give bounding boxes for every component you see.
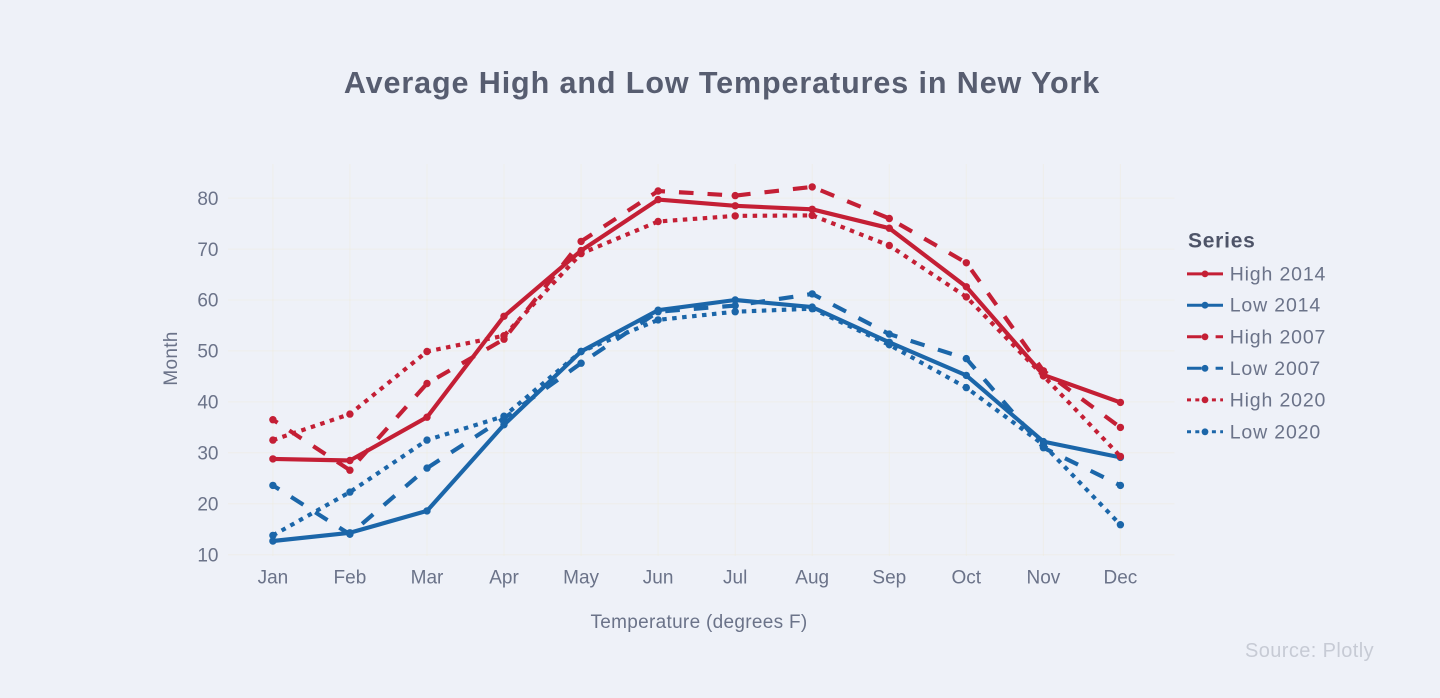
svg-text:Series: Series [1188, 229, 1256, 252]
svg-text:Apr: Apr [489, 568, 519, 589]
svg-text:Mar: Mar [411, 568, 444, 589]
svg-text:Source: Plotly: Source: Plotly [1245, 640, 1374, 662]
svg-text:40: 40 [197, 393, 218, 414]
svg-text:Feb: Feb [334, 568, 367, 589]
svg-text:Temperature (degrees F): Temperature (degrees F) [590, 612, 807, 633]
svg-text:Low 2007: Low 2007 [1230, 358, 1321, 380]
svg-text:60: 60 [197, 291, 218, 312]
svg-text:70: 70 [197, 240, 218, 261]
svg-text:50: 50 [197, 342, 218, 363]
svg-text:10: 10 [197, 545, 218, 566]
svg-text:Dec: Dec [1104, 568, 1138, 589]
svg-text:Average High and Low Temperatu: Average High and Low Temperatures in New… [344, 66, 1100, 100]
svg-text:High 2020: High 2020 [1230, 389, 1327, 411]
svg-text:Sep: Sep [872, 568, 906, 589]
svg-text:Oct: Oct [952, 568, 982, 589]
svg-text:Jul: Jul [723, 568, 747, 589]
svg-text:Low 2014: Low 2014 [1230, 295, 1321, 317]
svg-text:May: May [563, 568, 599, 589]
svg-text:80: 80 [197, 189, 218, 210]
svg-text:Jun: Jun [643, 568, 674, 589]
svg-text:Nov: Nov [1027, 568, 1061, 589]
svg-text:20: 20 [197, 495, 218, 516]
svg-text:High 2014: High 2014 [1230, 263, 1327, 285]
svg-text:Month: Month [161, 331, 182, 385]
svg-text:Aug: Aug [795, 568, 829, 589]
svg-text:30: 30 [197, 444, 218, 465]
svg-text:Low 2020: Low 2020 [1230, 421, 1321, 443]
svg-text:Jan: Jan [258, 568, 289, 589]
svg-text:High 2007: High 2007 [1230, 326, 1327, 348]
